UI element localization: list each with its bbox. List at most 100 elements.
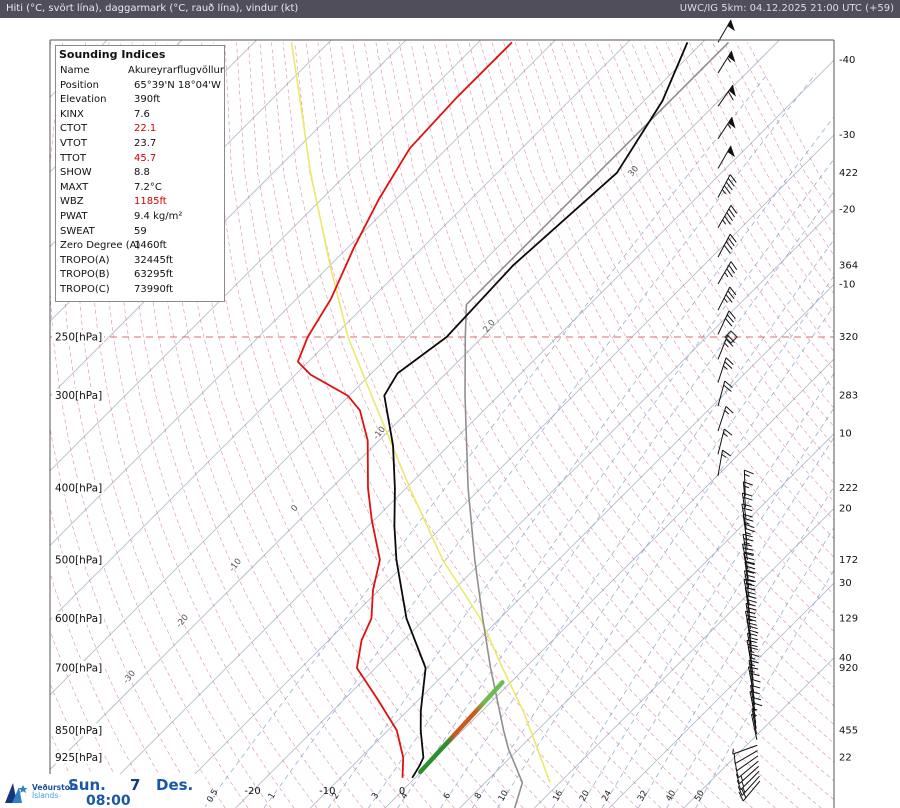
wind-barb xyxy=(717,174,737,198)
footer-bar: Veðurstofa Íslands Sun. 7 Des. 08:00 xyxy=(0,774,205,808)
mixing-ratio-label: 32 xyxy=(636,789,650,803)
indices-row: TROPO(A) 32445ft xyxy=(56,254,224,269)
indices-row: Name Akureyrarflugvöllur xyxy=(56,64,224,79)
isotherm-line xyxy=(50,40,706,696)
index-label: MAXT xyxy=(60,181,89,193)
pressure-label-bg xyxy=(52,388,104,402)
brand-name: Veðurstofa Íslands xyxy=(32,783,79,800)
pressure-label-bg xyxy=(52,330,104,343)
isotherm-line xyxy=(683,657,834,808)
date-number-button[interactable]: 7 xyxy=(130,776,141,794)
isotherm-line xyxy=(534,507,834,808)
dry-adiabat-line xyxy=(100,42,318,808)
wind-barb xyxy=(738,780,761,802)
dry-adiabat-line xyxy=(433,42,834,707)
dry-adiabat-line xyxy=(0,42,19,808)
right-height-label: 222 xyxy=(839,483,858,494)
dry-adiabat-line xyxy=(294,42,685,808)
dry-adiabat-line xyxy=(213,42,524,808)
right-height-label: 422 xyxy=(839,168,858,179)
indices-row: WBZ 1185ft xyxy=(56,195,224,210)
dry-adiabat-line xyxy=(306,42,707,808)
index-value: 23.7 xyxy=(134,137,157,149)
dry-adiabat-line xyxy=(50,506,180,808)
indices-row: KINX 7.6 xyxy=(56,108,224,123)
mixing-ratio-label: 6 xyxy=(442,791,453,801)
standard-atmosphere-line xyxy=(464,41,730,808)
index-value: 1460ft xyxy=(134,240,167,252)
dry-adiabat-line xyxy=(375,42,834,801)
mixing-ratio-line xyxy=(471,275,834,808)
dry-adiabat-line xyxy=(127,42,364,808)
index-label: CTOT xyxy=(60,123,88,135)
dry-adiabat-line xyxy=(61,42,249,808)
mixing-ratio-label: 20 xyxy=(578,789,592,803)
dry-adiabat-line xyxy=(596,42,834,447)
logo-icon xyxy=(5,783,28,803)
wind-barb xyxy=(717,145,735,169)
dry-adiabat-line xyxy=(503,42,834,595)
isotherm-line xyxy=(235,209,834,808)
mixing-ratio-line xyxy=(367,158,834,808)
dry-adiabat-line xyxy=(248,42,593,808)
dry-adiabat-line xyxy=(549,42,834,521)
dry-adiabat-line xyxy=(74,42,272,808)
wind-barb xyxy=(717,233,737,258)
mixing-ratio-label: 40 xyxy=(664,789,678,803)
index-label: SWEAT xyxy=(60,225,95,237)
indices-row: TROPO(C) 73990ft xyxy=(56,283,224,298)
index-value: 63295ft xyxy=(134,269,174,281)
right-temp-label: 40 xyxy=(839,653,852,664)
dry-adiabat-line xyxy=(747,42,834,196)
time-button[interactable]: 08:00 xyxy=(86,793,131,808)
indices-row: TROPO(B) 63295ft xyxy=(56,268,224,283)
wind-barb xyxy=(717,84,736,107)
index-label: Zero Degree (A) xyxy=(60,240,141,252)
wind-barb xyxy=(717,204,738,229)
indices-row: Zero Degree (A) 1460ft xyxy=(56,239,224,254)
indices-row: CTOT 22.1 xyxy=(56,122,224,137)
mixing-ratio-label: 1 xyxy=(267,791,278,801)
wind-barb xyxy=(717,380,733,407)
dry-adiabat-line xyxy=(271,42,639,808)
index-value: 22.1 xyxy=(134,123,157,135)
mixing-ratio-line xyxy=(327,116,834,808)
date-month-button[interactable]: Des. xyxy=(156,776,194,794)
indices-title: Sounding Indices xyxy=(59,48,166,61)
mixing-ratio-line xyxy=(666,526,834,808)
pressure-label: 850[hPa] xyxy=(55,725,102,737)
mixing-ratio-line xyxy=(637,485,834,808)
indices-rows: Name Akureyrarflugvöllur Position 65°39'N 1… xyxy=(56,64,224,298)
mixing-ratio-line xyxy=(263,72,817,808)
index-label: Elevation xyxy=(60,94,107,106)
wind-barb xyxy=(717,357,734,383)
indices-row: Elevation 390ft xyxy=(56,93,224,108)
dry-adiabat-line xyxy=(140,42,386,808)
wind-barb xyxy=(717,449,731,476)
dry-adiabat-line xyxy=(113,42,341,808)
wind-barb xyxy=(743,469,754,497)
index-label: PWAT xyxy=(60,210,88,222)
date-day-button[interactable]: Sun. xyxy=(68,776,106,794)
wind-barb xyxy=(741,503,753,530)
index-value: 59 xyxy=(134,225,147,237)
right-height-label: 22 xyxy=(839,753,852,764)
mixing-ratio-line xyxy=(579,407,834,808)
index-label: VTOT xyxy=(60,137,87,149)
grid-annotation: 0 xyxy=(289,503,300,513)
bottom-temp-label: 0 xyxy=(399,786,405,797)
grid-annotation: -10 xyxy=(227,557,243,574)
index-label: TROPO(C) xyxy=(60,283,110,295)
right-height-label: 283 xyxy=(839,391,858,402)
dry-adiabat-line xyxy=(224,42,547,808)
pressure-label-bg xyxy=(52,552,104,566)
right-temp-label: -20 xyxy=(839,205,855,216)
dry-adiabat-line xyxy=(50,682,111,808)
isotherm-line xyxy=(85,59,834,808)
dewpoint-line xyxy=(297,41,513,778)
index-label: Position xyxy=(60,79,99,91)
pressure-label: 400[hPa] xyxy=(55,483,102,495)
dry-adiabat-line xyxy=(538,42,834,540)
